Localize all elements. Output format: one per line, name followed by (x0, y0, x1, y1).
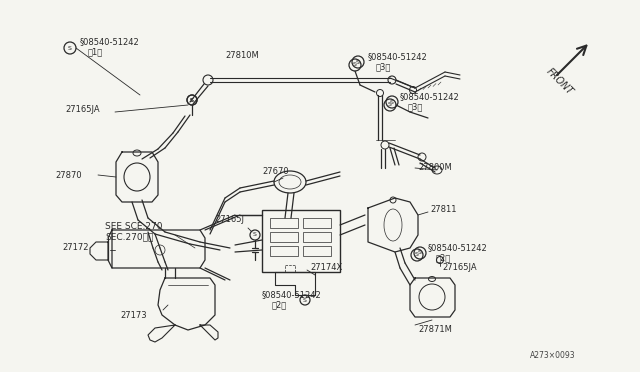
Text: S: S (356, 60, 360, 64)
Bar (270, 246, 298, 256)
Bar (270, 218, 298, 228)
Text: SEE SCE.270: SEE SCE.270 (105, 222, 163, 231)
Bar (262, 210, 340, 272)
Text: （2）: （2） (436, 253, 451, 263)
Text: S: S (415, 253, 419, 257)
Text: S: S (190, 97, 194, 103)
Text: SEC.270参照: SEC.270参照 (105, 232, 154, 241)
Text: 27811: 27811 (430, 205, 456, 215)
Text: S: S (303, 298, 307, 302)
Text: 27173: 27173 (120, 311, 147, 320)
Text: 27174X: 27174X (310, 263, 342, 273)
Bar (270, 232, 298, 242)
Text: §08540-51242: §08540-51242 (400, 93, 460, 102)
Text: FRONT: FRONT (545, 67, 575, 97)
Text: S: S (418, 250, 422, 256)
Text: 27800M: 27800M (418, 164, 452, 173)
Bar (303, 232, 331, 242)
Text: （3）: （3） (408, 103, 424, 112)
Text: 27165JA: 27165JA (442, 263, 477, 273)
Text: 27870: 27870 (55, 170, 82, 180)
Text: S: S (388, 103, 392, 108)
Text: S: S (190, 97, 194, 103)
Text: 27810M: 27810M (225, 51, 259, 60)
Text: 27871M: 27871M (418, 326, 452, 334)
Text: （3）: （3） (376, 62, 392, 71)
Text: 27165JA: 27165JA (65, 106, 100, 115)
Bar (303, 246, 331, 256)
Text: §08540-51242: §08540-51242 (262, 291, 322, 299)
Text: §08540-51242: §08540-51242 (80, 38, 140, 46)
Text: S: S (390, 99, 394, 105)
Text: S: S (253, 232, 257, 237)
Text: A273×0093: A273×0093 (530, 351, 575, 360)
Text: §08540-51242: §08540-51242 (428, 244, 488, 253)
Text: 27670: 27670 (262, 167, 289, 176)
Text: §08540-51242: §08540-51242 (368, 52, 428, 61)
Text: （2）: （2） (272, 301, 287, 310)
Text: 27172: 27172 (62, 244, 88, 253)
Text: S: S (353, 62, 357, 67)
Text: 27165J: 27165J (215, 215, 244, 224)
Text: （1）: （1） (88, 48, 103, 57)
Bar (303, 218, 331, 228)
Text: S: S (68, 45, 72, 51)
